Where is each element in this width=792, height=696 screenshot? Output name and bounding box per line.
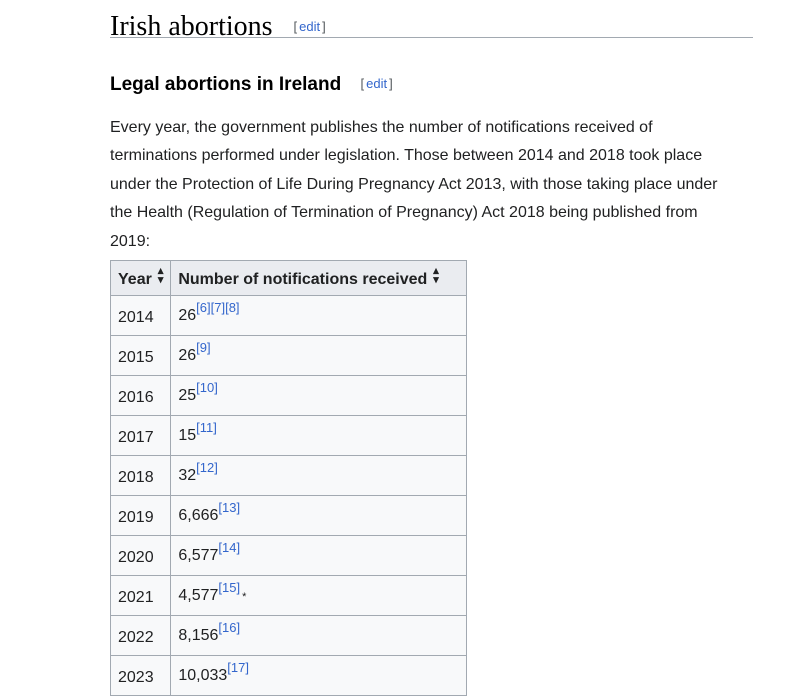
reference-link[interactable]: [14] [218, 539, 241, 555]
notifications-cell: 25[10] [170, 375, 468, 416]
section-title: Irish abortions [110, 11, 273, 42]
year-cell: 2014 [109, 295, 172, 336]
table-body: 2014 26[6][7][8] 2015 26[9] 2016 25[10] 2017 15… [109, 295, 468, 696]
column-header-year[interactable]: Year ▴ ▾ [109, 260, 172, 296]
reference-group: [9] [196, 340, 210, 355]
table-row: 2020 6,577[14] [109, 535, 468, 576]
subsection-edit-link: [edit] [360, 76, 393, 91]
reference-group: [17] [227, 660, 249, 675]
table-row: 2018 32[12] [109, 455, 468, 496]
notifications-value: 15 [178, 426, 197, 444]
subsection-title: Legal abortions in Ireland [110, 74, 342, 95]
column-header-notifications[interactable]: Number of notifications received ▴ ▾ [170, 260, 468, 296]
table-row: 2016 25[10] [109, 375, 468, 416]
year-cell: 2022 [109, 615, 172, 656]
table-row: 2023 10,033[17] [109, 655, 468, 696]
table-row: 2022 8,156[16] [109, 615, 468, 656]
reference-link[interactable]: [6] [196, 299, 211, 315]
reference-group: [14] [218, 540, 240, 555]
table-header-row: Year ▴ ▾ Number of notifications received ▴… [109, 260, 468, 296]
sort-icon[interactable]: ▴ ▾ [157, 265, 164, 286]
year-cell: 2023 [109, 655, 172, 696]
article-content: Irish abortions [edit] Legal abortions i… [109, 0, 753, 696]
notifications-cell: 8,156[16] [170, 615, 468, 656]
notifications-cell: 15[11] [170, 415, 468, 456]
reference-link[interactable]: [10] [196, 379, 218, 395]
reference-link[interactable]: [16] [218, 619, 241, 635]
notifications-cell: 32[12] [170, 455, 468, 496]
year-cell: 2017 [109, 415, 172, 456]
year-cell: 2020 [109, 535, 172, 576]
reference-link[interactable]: [12] [196, 459, 218, 475]
reference-link[interactable]: [7] [210, 299, 226, 315]
notifications-value: 25 [178, 386, 197, 404]
year-cell: 2015 [109, 335, 172, 376]
notifications-cell: 6,577[14] [170, 535, 468, 576]
notifications-value: 26 [178, 306, 197, 324]
reference-group: [15] [218, 580, 240, 595]
notifications-cell: 26[9] [170, 335, 468, 376]
sort-icon[interactable]: ▴ ▾ [433, 265, 439, 286]
notifications-cell: 26[6][7][8] [170, 295, 468, 336]
notifications-cell: 4,577[15]* [170, 575, 468, 616]
table-row: 2021 4,577[15]* [109, 575, 468, 616]
notifications-value: 6,666 [178, 506, 219, 524]
reference-link[interactable]: [17] [227, 659, 249, 675]
notifications-value: 32 [178, 466, 197, 484]
reference-group: [16] [218, 620, 240, 635]
reference-group: [10] [196, 380, 218, 395]
table-row: 2019 6,666[13] [109, 495, 468, 536]
reference-link[interactable]: [11] [196, 419, 217, 435]
column-header-label: Year [118, 271, 152, 288]
notifications-value: 6,577 [178, 546, 219, 564]
reference-link[interactable]: [8] [225, 299, 240, 315]
table-row: 2014 26[6][7][8] [109, 295, 468, 336]
reference-group: [13] [218, 500, 240, 515]
year-cell: 2016 [109, 375, 172, 416]
year-cell: 2019 [109, 495, 172, 536]
reference-link[interactable]: [15] [218, 579, 241, 595]
reference-group: [11] [196, 420, 217, 435]
year-cell: 2021 [109, 575, 172, 616]
table-row: 2015 26[9] [109, 335, 468, 376]
reference-group: [6][7][8] [196, 300, 239, 315]
intro-paragraph: Every year, the government publishes the… [110, 119, 718, 250]
reference-link[interactable]: [9] [196, 339, 211, 355]
year-cell: 2018 [109, 455, 172, 496]
table-row: 2017 15[11] [109, 415, 468, 456]
column-header-label: Number of notifications received [178, 271, 428, 288]
note-marker: * [242, 590, 247, 603]
edit-link[interactable]: edit [299, 19, 321, 34]
reference-group: [12] [196, 460, 218, 475]
notifications-value: 4,577 [178, 586, 219, 604]
notifications-value: 10,033 [178, 666, 228, 684]
section-edit-link: [edit] [293, 19, 326, 34]
section-heading: Irish abortions [edit] [110, 0, 753, 42]
edit-link[interactable]: edit [366, 76, 388, 91]
reference-link[interactable]: [13] [218, 499, 241, 515]
notifications-cell: 10,033[17] [170, 655, 468, 696]
notifications-table: Year ▴ ▾ Number of notifications received ▴… [109, 260, 468, 696]
subsection-heading: Legal abortions in Ireland [edit] [110, 72, 393, 97]
notifications-value: 8,156 [178, 626, 219, 644]
notifications-cell: 6,666[13] [170, 495, 468, 536]
notifications-value: 26 [178, 346, 197, 364]
